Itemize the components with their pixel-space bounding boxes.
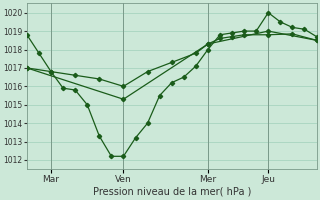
X-axis label: Pression niveau de la mer( hPa ): Pression niveau de la mer( hPa )	[92, 187, 251, 197]
